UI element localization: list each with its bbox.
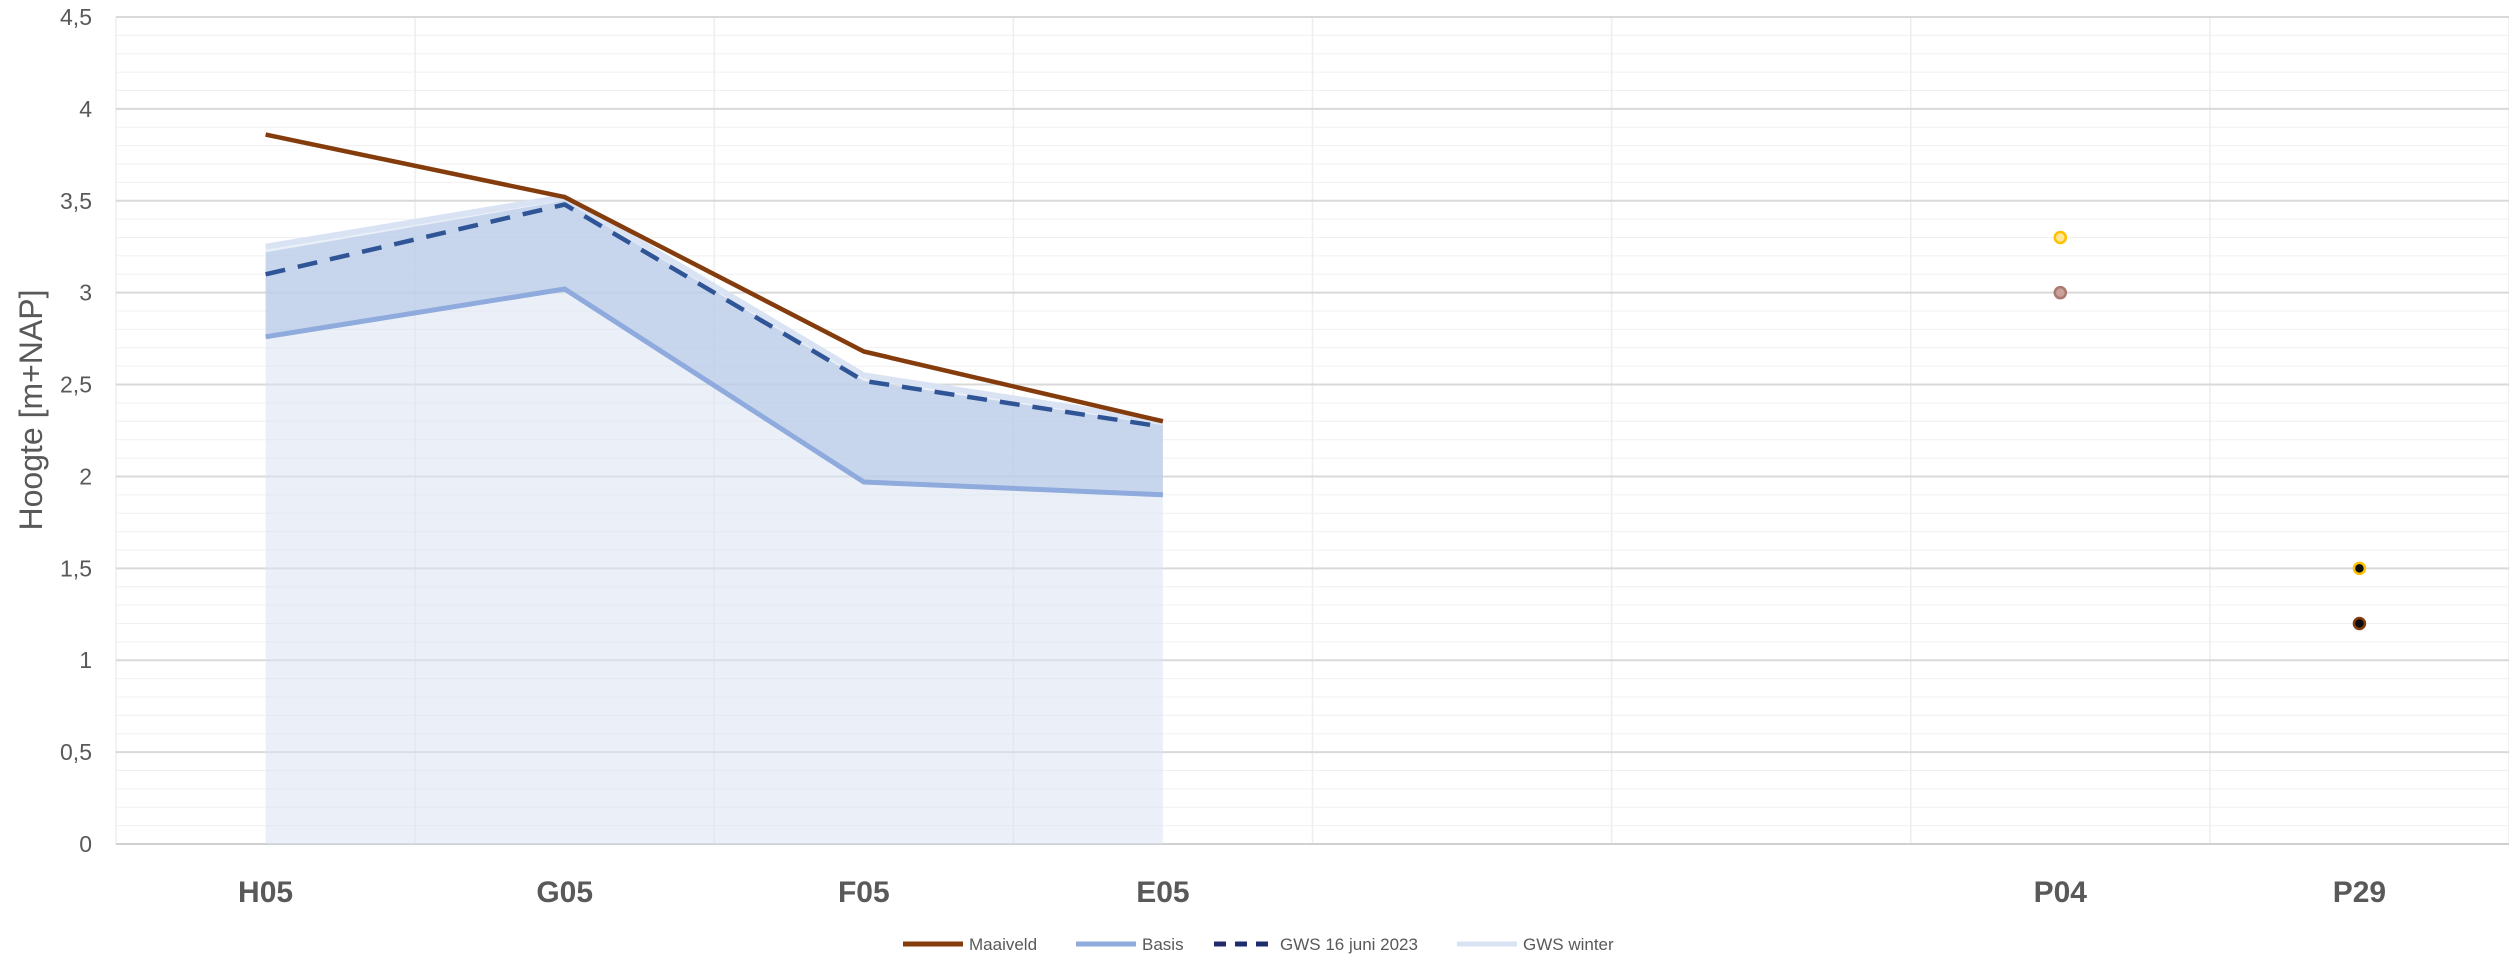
y-axis-ticks: 0 0,5 1 1,5 2 2,5 3 3,5 4 4,5: [60, 4, 92, 857]
y-tick-label: 2,5: [60, 372, 92, 398]
point-marker-p29: [2352, 561, 2367, 576]
y-tick-label: 1,5: [60, 555, 92, 581]
y-tick-label: 3: [79, 280, 92, 306]
gws-winter-line: [265, 194, 1164, 425]
legend: Maaiveld Basis GWS 16 juni 2023 GWS winter: [903, 935, 1614, 954]
y-tick-label: 1: [79, 647, 92, 673]
gws-winter-area: [265, 197, 1163, 845]
x-tick-label: F05: [838, 876, 890, 909]
y-tick-label: 2: [79, 463, 92, 489]
legend-item: GWS 16 juni 2023: [1214, 935, 1418, 954]
marker-points: [2053, 230, 2367, 631]
point-marker-p29: [2352, 616, 2367, 631]
legend-item: Basis: [1076, 935, 1184, 954]
y-tick-label: 0: [79, 831, 92, 857]
x-axis-ticks: H05 G05 F05 E05 P04 P29: [238, 876, 2386, 909]
y-axis-label: Hoogte [m+NAP]: [13, 290, 49, 531]
x-tick-label: G05: [536, 876, 593, 909]
gws-16-juni-line: [265, 202, 1164, 430]
legend-label: Maaiveld: [969, 935, 1037, 954]
series-lines: [265, 132, 1164, 498]
y-tick-label: 3,5: [60, 188, 92, 214]
x-tick-label: H05: [238, 876, 293, 909]
x-tick-label: P29: [2333, 876, 2386, 909]
legend-label: GWS 16 juni 2023: [1280, 935, 1418, 954]
legend-label: Basis: [1142, 935, 1184, 954]
maaiveld-line: [265, 132, 1164, 424]
y-tick-label: 0,5: [60, 739, 92, 765]
groundwater-band: [265, 200, 1163, 495]
y-tick-label: 4: [79, 96, 92, 122]
plot-area: [265, 194, 1164, 845]
x-tick-label: E05: [1136, 876, 1189, 909]
legend-item: GWS winter: [1457, 935, 1614, 954]
y-tick-label: 4,5: [60, 4, 92, 30]
legend-label: GWS winter: [1523, 935, 1614, 954]
point-marker-p04: [2053, 285, 2068, 300]
legend-item: Maaiveld: [903, 935, 1037, 954]
basis-line: [265, 286, 1164, 498]
x-tick-label: P04: [2034, 876, 2088, 909]
point-marker-p04: [2053, 230, 2068, 245]
